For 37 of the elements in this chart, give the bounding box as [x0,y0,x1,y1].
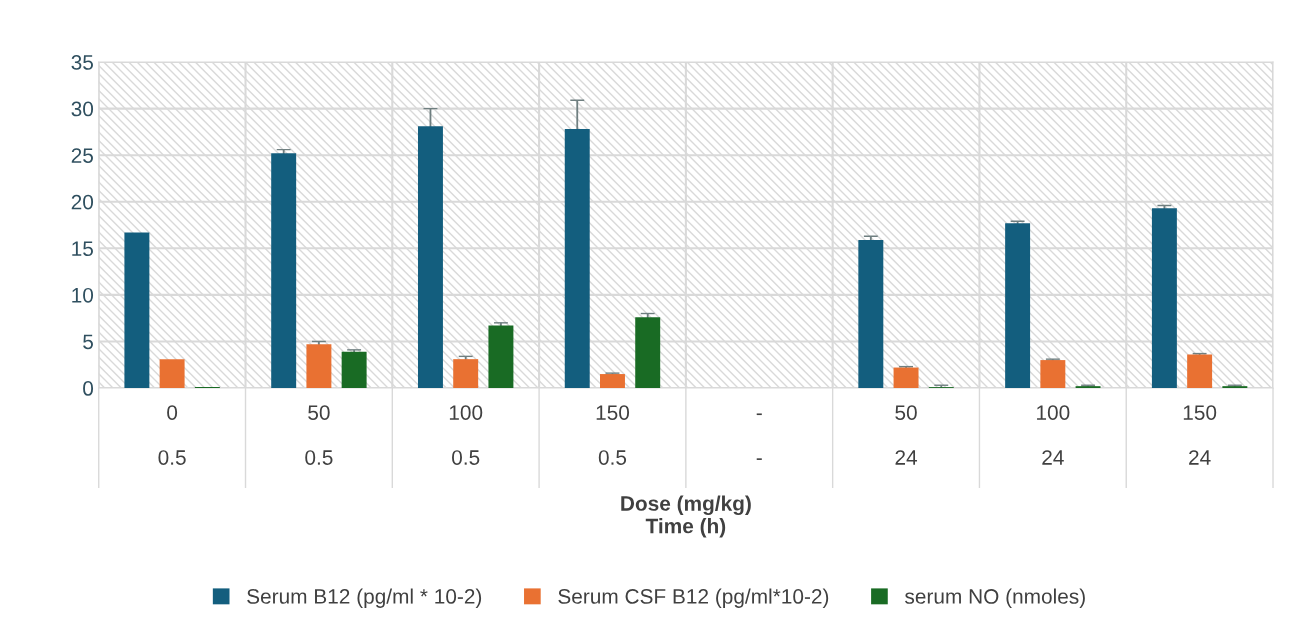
legend-label: Serum B12 (pg/ml * 10-2) [247,588,482,608]
bar [564,129,590,389]
bar [341,351,367,389]
bar [417,126,443,389]
y-tick-label: 5 [83,334,93,350]
bar [124,232,150,389]
bar [1151,208,1177,389]
bar [1187,354,1213,389]
y-tick-label: 20 [71,194,94,210]
x-axis-title: Dose (mg/kg) Time (h) [621,495,751,538]
category-label: 100 0.5 [449,405,483,465]
bar [271,153,297,389]
bar [453,359,479,389]
bar [1040,360,1066,389]
category-label: 50 0.5 [305,405,333,465]
legend-label: serum NO (nmoles) [905,588,1085,608]
category-label: 150 24 [1183,405,1217,465]
bar [306,344,332,389]
y-tick-label: 15 [72,241,93,257]
category-label: 0 0.5 [158,405,186,465]
y-tick-label: 35 [71,55,93,70]
bar [488,325,514,389]
category-label: 50 24 [895,405,918,465]
bar [858,239,884,389]
bar [159,359,185,389]
y-tick-label: 30 [71,101,94,117]
y-tick-label: 0 [83,381,94,396]
bar [635,317,661,389]
legend-label: Serum CSF B12 (pg/ml*10-2) [558,588,829,608]
category-label: 150 0.5 [596,405,630,465]
y-tick-label: 10 [72,287,94,303]
category-label: 100 24 [1037,405,1070,465]
y-tick-label: 25 [71,148,93,163]
bar [600,374,625,389]
bar [1005,223,1031,389]
bar [893,367,919,389]
category-label: - - [756,413,762,460]
